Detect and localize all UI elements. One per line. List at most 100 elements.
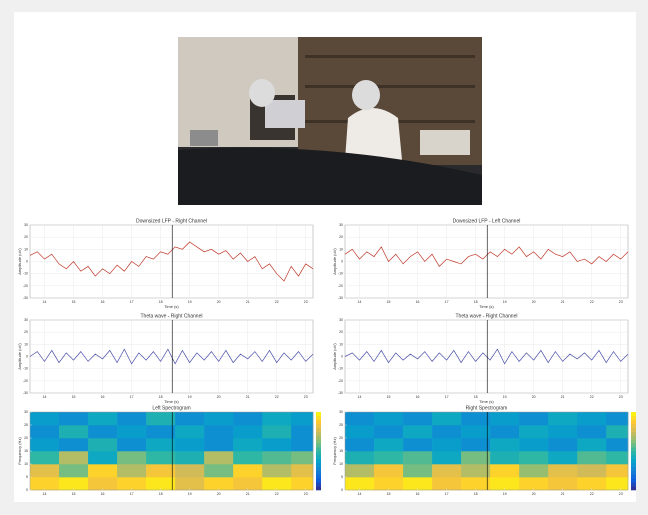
x-tick-label: 23 [619, 300, 623, 304]
x-tick-label: 15 [72, 492, 76, 496]
y-tick-label: -10 [23, 367, 28, 371]
y-tick-label: -30 [23, 296, 28, 300]
plots: Downsized LFP - Right Channel -30 -20 -10 0 1… [17, 218, 636, 496]
colorbar-segment [631, 470, 636, 475]
plot-title: Right Spectrogram [466, 405, 508, 411]
y-tick-label: 20 [24, 330, 28, 334]
heatmap-cell [30, 451, 60, 465]
heatmap-cell [519, 425, 549, 439]
colorbar-segment [631, 478, 636, 483]
heatmap-cell [291, 451, 314, 465]
heatmap-cell [374, 464, 404, 478]
colorbar-segment [631, 486, 636, 491]
y-tick-label: 25 [24, 423, 28, 427]
heatmap-cell [175, 451, 205, 465]
y-tick-label: -30 [338, 391, 343, 395]
colorbar-segment [631, 443, 636, 448]
x-tick-label: 18 [474, 492, 478, 496]
heatmap-cell [461, 438, 491, 452]
heatmap-cell [233, 412, 263, 426]
y-tick-label: 20 [339, 436, 343, 440]
colorbar-segment [316, 486, 321, 491]
colorbar-segment [631, 435, 636, 440]
heatmap-cell [519, 412, 549, 426]
y-tick-label: -30 [338, 296, 343, 300]
heatmap-cell [374, 412, 404, 426]
colorbar-segment [316, 470, 321, 475]
y-tick-label: 5 [341, 475, 343, 479]
y-tick-label: 0 [341, 259, 343, 263]
x-tick-label: 20 [217, 395, 221, 399]
x-tick-label: 14 [43, 300, 47, 304]
y-tick-label: 30 [339, 223, 343, 227]
x-tick-label: 16 [101, 492, 105, 496]
y-tick-label: -10 [23, 272, 28, 276]
y-tick-label: 10 [339, 247, 343, 251]
colorbar-segment [316, 415, 321, 421]
y-tick-label: 30 [339, 318, 343, 322]
plot-title: Left Spectrogram [152, 405, 190, 411]
x-tick-label: 22 [275, 395, 279, 399]
y-axis-label: Amplitude (uV) [17, 343, 22, 370]
colorbar-segment [316, 412, 321, 417]
box [420, 130, 470, 155]
y-tick-label: 30 [339, 410, 343, 414]
colorbar-segment [316, 419, 321, 424]
y-tick-label: 0 [26, 259, 28, 263]
table [178, 147, 482, 205]
heatmap-cell [204, 464, 234, 478]
colorbar-segment [316, 423, 321, 428]
y-tick-label: 25 [339, 423, 343, 427]
x-tick-label: 16 [101, 395, 105, 399]
heatmap-cell [490, 477, 520, 491]
colorbar-segment [316, 474, 321, 479]
colorbar-segment [631, 415, 636, 421]
y-tick-label: 10 [24, 462, 28, 466]
x-tick-label: 18 [159, 492, 163, 496]
colorbar-segment [631, 454, 636, 460]
colorbar-segment [316, 454, 321, 460]
colorbar-segment [316, 451, 321, 456]
heatmap-cell [374, 438, 404, 452]
heatmap-cell [345, 477, 375, 491]
x-tick-label: 17 [130, 492, 134, 496]
x-tick-label: 22 [590, 300, 594, 304]
x-tick-label: 23 [304, 492, 308, 496]
heatmap-cell [432, 438, 462, 452]
colorbar-segment [631, 447, 636, 452]
face-blur [352, 80, 380, 110]
x-tick-label: 20 [217, 300, 221, 304]
heatmap-cell [403, 412, 433, 426]
heatmap-cell [374, 451, 404, 465]
heatmap-cell [461, 425, 491, 439]
x-tick-label: 14 [358, 492, 362, 496]
colorbar-segment [631, 431, 636, 436]
x-tick-label: 16 [416, 300, 420, 304]
colorbar-segment [316, 435, 321, 440]
x-tick-label: 21 [561, 395, 565, 399]
heatmap-cell [291, 477, 314, 491]
y-tick-label: -10 [338, 272, 343, 276]
x-tick-label: 15 [72, 395, 76, 399]
x-tick-label: 16 [416, 492, 420, 496]
heatmap-cell [30, 464, 60, 478]
heatmap-cell [548, 477, 578, 491]
y-tick-label: -30 [23, 391, 28, 395]
heatmap-cell [175, 464, 205, 478]
heatmap-cell [88, 464, 118, 478]
x-tick-label: 14 [358, 395, 362, 399]
heatmap-cell [59, 412, 89, 426]
plot-title: Theta wave - Right Channel [141, 313, 203, 319]
colorbar-segment [316, 439, 321, 444]
x-tick-label: 14 [43, 395, 47, 399]
heatmap-cell [262, 451, 292, 465]
colorbar-segment [316, 478, 321, 483]
y-tick-label: 30 [24, 410, 28, 414]
heatmap-cell [117, 477, 147, 491]
x-tick-label: 21 [561, 492, 565, 496]
colorbar-segment [631, 458, 636, 463]
heatmap-cell [432, 451, 462, 465]
heatmap-cell [30, 425, 60, 439]
heatmap-cell [262, 464, 292, 478]
heatmap-cell [59, 464, 89, 478]
